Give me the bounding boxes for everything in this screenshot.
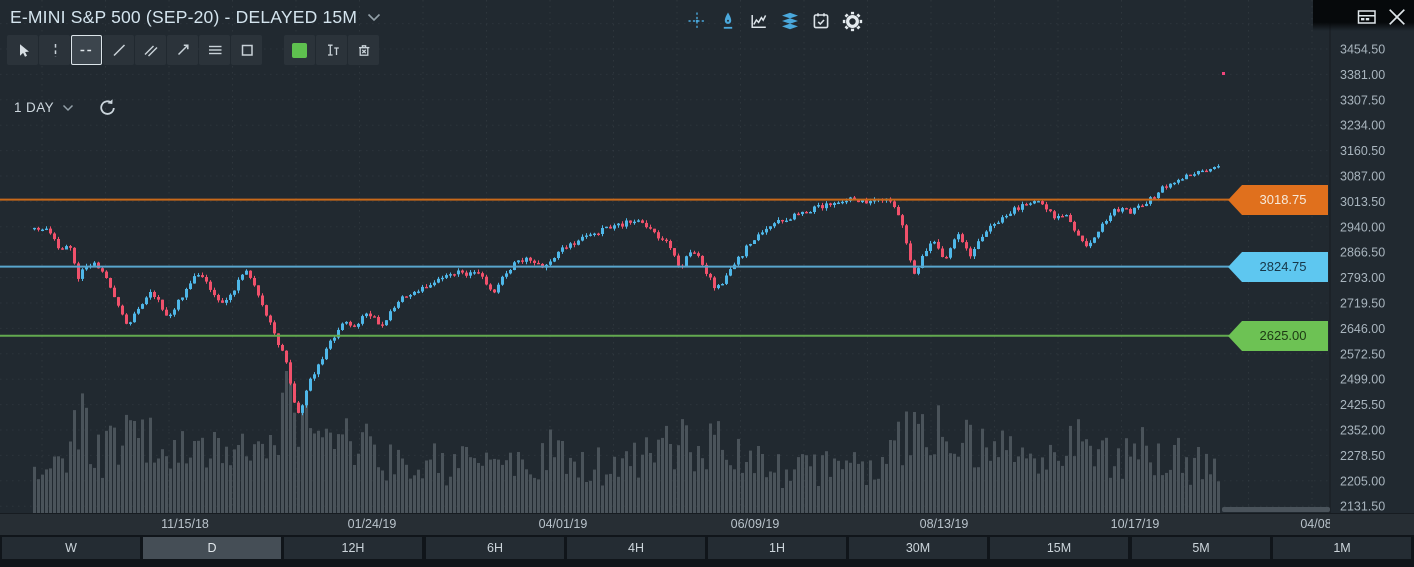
time-axis-label: 08/13/19 [919, 517, 969, 531]
text-tool-button[interactable] [316, 35, 347, 65]
time-axis-label: 10/17/19 [1110, 517, 1160, 531]
trash-x-icon [358, 45, 369, 56]
svg-text:2131.50: 2131.50 [1340, 500, 1385, 514]
tf-button-1m[interactable]: 1M [1273, 537, 1411, 559]
interval-label[interactable]: 1 DAY [14, 100, 55, 115]
svg-text:3234.00: 3234.00 [1340, 119, 1385, 133]
svg-text:2793.00: 2793.00 [1340, 271, 1385, 285]
svg-text:2866.50: 2866.50 [1340, 246, 1385, 260]
price-level-tag[interactable]: 2824.75 [1228, 252, 1328, 282]
price-level-lines[interactable] [0, 198, 1229, 337]
svg-text:2205.00: 2205.00 [1340, 474, 1385, 488]
drawing-toolbar [7, 35, 379, 65]
cursor-icon [19, 44, 29, 57]
time-axis-label: 04/01/19 [538, 517, 588, 531]
svg-text:2425.50: 2425.50 [1340, 398, 1385, 412]
window-controls [1313, 0, 1414, 31]
tf-button-4h[interactable]: 4H [567, 537, 705, 559]
interval-selector: 1 DAY [14, 98, 117, 117]
gear-icon[interactable] [841, 9, 863, 33]
svg-text:3087.00: 3087.00 [1340, 170, 1385, 184]
svg-text:3160.50: 3160.50 [1340, 144, 1385, 158]
svg-text:2646.00: 2646.00 [1340, 322, 1385, 336]
svg-text:2719.50: 2719.50 [1340, 297, 1385, 311]
line-chart-icon[interactable] [748, 9, 770, 33]
symbol-menu[interactable]: E-MINI S&P 500 (SEP-20) - DELAYED 15M [10, 4, 381, 30]
time-axis-label: 01/24/19 [347, 517, 397, 531]
tf-button-w[interactable]: W [2, 537, 140, 559]
delete-drawing-button[interactable] [348, 35, 379, 65]
time-axis-label: 04/08 [1300, 517, 1330, 531]
trend-line-tool-button[interactable] [103, 35, 134, 65]
time-axis-label: 06/09/19 [730, 517, 780, 531]
calendar-check-icon[interactable] [810, 9, 832, 33]
price-level-tag[interactable]: 3018.75 [1228, 185, 1328, 215]
parallel-lines-tool-button[interactable] [135, 35, 166, 65]
horizontal-dashed-line-icon [80, 49, 94, 52]
chevron-down-icon[interactable] [62, 104, 74, 112]
multi-lines-tool-button[interactable] [199, 35, 230, 65]
tf-button-15m[interactable]: 15M [990, 537, 1128, 559]
multi-horizontal-lines-icon [208, 45, 221, 55]
candles [33, 164, 1220, 416]
arrow-line-icon [177, 44, 189, 56]
tf-button-6h[interactable]: 6H [426, 537, 564, 559]
time-axis-label: 11/15/18 [161, 517, 209, 531]
grid [0, 0, 1330, 512]
page-title: E-MINI S&P 500 (SEP-20) - DELAYED 15M [10, 6, 358, 27]
cursor-tool-button[interactable] [7, 35, 38, 65]
tf-button-d[interactable]: D [143, 537, 281, 559]
green-swatch-icon [292, 42, 307, 58]
tf-button-1h[interactable]: 1H [708, 537, 846, 559]
rectangle-icon [241, 44, 253, 56]
svg-text:2499.00: 2499.00 [1340, 373, 1385, 387]
crosshair-icon[interactable] [686, 9, 708, 33]
table-icon[interactable] [1356, 5, 1378, 29]
arrow-tool-button[interactable] [167, 35, 198, 65]
svg-text:3454.50: 3454.50 [1340, 43, 1385, 57]
svg-text:2278.50: 2278.50 [1340, 449, 1385, 463]
price-axis-labels[interactable]: 3454.50 3381.00 3307.50 3234.00 3160.50 3087.… [1340, 43, 1385, 514]
vertical-dashed-line-icon [54, 44, 56, 57]
trend-line-icon [112, 44, 125, 57]
close-icon[interactable] [1386, 5, 1408, 29]
volume-bars [33, 371, 1220, 513]
text-tool-icon [327, 44, 339, 56]
vertical-line-tool-button[interactable] [39, 35, 70, 65]
svg-text:2940.00: 2940.00 [1340, 220, 1385, 234]
chevron-down-icon [367, 13, 381, 22]
price-level-tag[interactable]: 2625.00 [1228, 321, 1328, 351]
layers-icon[interactable] [779, 9, 801, 33]
pen-icon[interactable] [717, 9, 739, 33]
last-price-dot [1222, 72, 1225, 75]
time-axis-labels: 11/15/18 01/24/19 04/01/19 06/09/19 08/13/19… [0, 513, 1330, 535]
horizontal-line-tool-button[interactable] [71, 35, 102, 65]
color-swatch-button[interactable] [284, 35, 315, 65]
timeframe-bar: W D 12H 6H 4H 1H 30M 15M 5M 1M [0, 535, 1414, 567]
refresh-icon[interactable] [98, 98, 117, 117]
rectangle-tool-button[interactable] [231, 35, 262, 65]
tf-button-12h[interactable]: 12H [284, 537, 422, 559]
svg-text:2572.50: 2572.50 [1340, 347, 1385, 361]
time-axis[interactable] [0, 513, 1414, 535]
horizontal-scrollbar[interactable] [1222, 507, 1330, 512]
svg-text:2352.00: 2352.00 [1340, 424, 1385, 438]
svg-text:3307.50: 3307.50 [1340, 93, 1385, 107]
parallel-lines-icon [144, 45, 157, 57]
svg-text:3381.00: 3381.00 [1340, 68, 1385, 82]
chart-controls-bar [686, 8, 863, 34]
tf-button-30m[interactable]: 30M [849, 537, 987, 559]
tf-button-5m[interactable]: 5M [1132, 537, 1270, 559]
svg-text:3013.50: 3013.50 [1340, 195, 1385, 209]
